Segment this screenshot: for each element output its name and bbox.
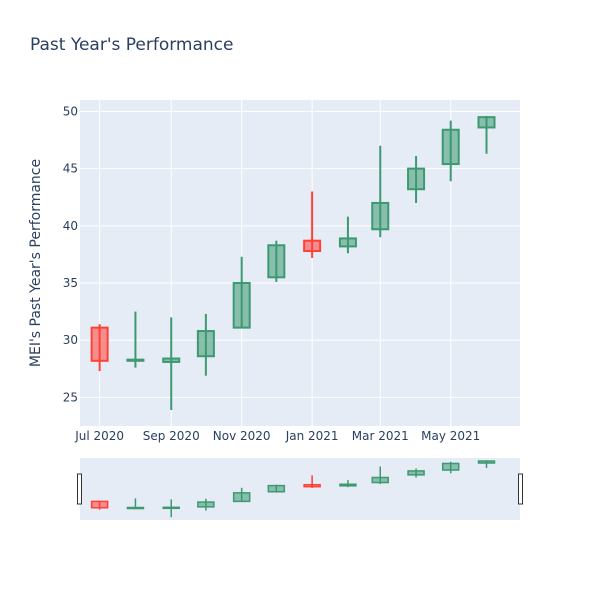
- candle[interactable]: [477, 116, 496, 154]
- range-slider[interactable]: [77, 458, 523, 520]
- grid-layer: [80, 100, 520, 426]
- candle[interactable]: [90, 324, 109, 372]
- candle[interactable]: [371, 145, 390, 238]
- mini-candle-body: [477, 460, 496, 464]
- candle[interactable]: [162, 317, 181, 410]
- y-tick-label: 25: [63, 390, 78, 404]
- mini-candle: [267, 484, 286, 493]
- x-tick-labels: Jul 2020 Sep 2020 Nov 2020 Jan 2021 Mar 2021…: [74, 429, 480, 443]
- candle[interactable]: [126, 311, 145, 368]
- mini-candle-body: [441, 462, 460, 471]
- candle-body: [338, 237, 357, 248]
- mini-candle-body: [232, 492, 251, 503]
- mini-candle: [90, 500, 109, 510]
- y-tick-label: 35: [63, 276, 78, 290]
- mini-candle-body: [339, 483, 357, 487]
- y-tick-label: 30: [63, 333, 78, 347]
- range-slider-preview: [90, 460, 496, 518]
- candle[interactable]: [441, 120, 460, 182]
- mini-candle-body: [126, 506, 145, 510]
- range-slider-right-handle[interactable]: [518, 473, 523, 505]
- mini-candle: [477, 460, 496, 469]
- mini-candle: [441, 461, 460, 474]
- mini-candle: [339, 480, 357, 488]
- mini-candle: [407, 468, 425, 478]
- mini-candle-body: [267, 484, 286, 493]
- chart-title: Past Year's Performance: [30, 35, 234, 55]
- mini-candle-body: [371, 476, 390, 484]
- mini-candle: [232, 487, 251, 503]
- candle-body: [303, 239, 322, 252]
- mini-candle-body: [303, 483, 321, 488]
- candle[interactable]: [303, 191, 322, 258]
- y-tick-label: 45: [63, 162, 78, 176]
- x-tick-label: Jul 2020: [74, 429, 124, 443]
- candle[interactable]: [232, 256, 251, 329]
- y-tick-labels: 25 30 35 40 45 50: [63, 104, 78, 404]
- y-tick-label: 50: [63, 104, 78, 118]
- candle[interactable]: [407, 156, 426, 203]
- mini-candle-body: [407, 470, 425, 476]
- candle-body: [477, 116, 496, 129]
- x-tick-label: May 2021: [421, 429, 480, 443]
- y-axis-title: MEI's Past Year's Performance: [28, 159, 44, 367]
- candle-body: [126, 358, 145, 362]
- mini-candle: [371, 466, 390, 485]
- candle-body: [90, 326, 109, 362]
- mini-candle-body: [162, 506, 180, 510]
- candle[interactable]: [338, 216, 357, 254]
- candle-body: [441, 128, 460, 166]
- x-tick-label: Sep 2020: [143, 429, 200, 443]
- candle-body: [407, 167, 426, 191]
- mini-candle-body: [90, 500, 109, 509]
- x-tick-label: Nov 2020: [213, 429, 271, 443]
- candle[interactable]: [196, 313, 215, 376]
- candle-body: [162, 357, 181, 363]
- range-slider-left-handle[interactable]: [77, 473, 82, 505]
- mini-candle: [162, 499, 180, 518]
- candle-body: [371, 201, 390, 231]
- candle-body: [232, 282, 251, 329]
- y-tick-label: 40: [63, 219, 78, 233]
- candle-body: [267, 244, 286, 279]
- candle[interactable]: [267, 240, 286, 282]
- candle-layer[interactable]: [90, 116, 496, 410]
- mini-candle: [126, 498, 145, 510]
- x-tick-label: Mar 2021: [352, 429, 409, 443]
- mini-candle-body: [197, 501, 215, 508]
- x-tick-label: Jan 2021: [285, 429, 339, 443]
- mini-candle: [303, 475, 321, 489]
- mini-candle: [197, 498, 215, 511]
- candle-body: [196, 330, 215, 358]
